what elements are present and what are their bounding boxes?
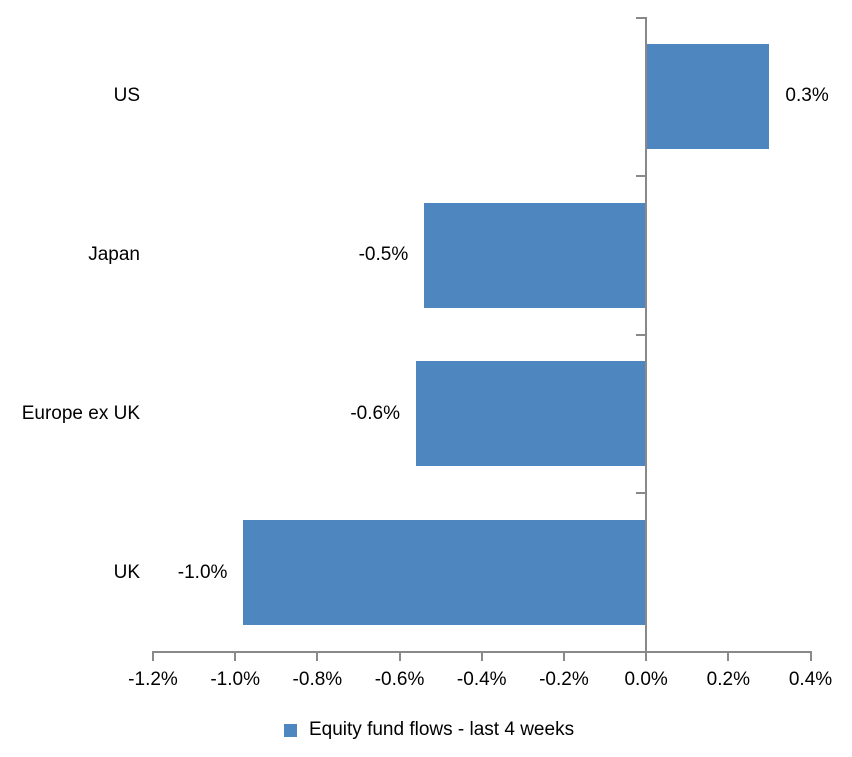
value-axis-tick-label: -0.8% [292,669,343,690]
bar-us [646,43,770,149]
data-label-europe-ex-uk: -0.6% [350,402,400,424]
data-label-japan: -0.5% [358,244,409,266]
category-axis-tick [636,17,646,19]
category-label-uk: UK [113,561,140,583]
value-axis-tick [152,653,154,661]
category-axis-tick [636,492,646,495]
value-axis-tick [398,653,401,661]
value-axis-tick [562,653,565,661]
legend: Equity fund flows - last 4 weeks [284,716,574,744]
value-axis-tick [480,653,483,661]
value-axis-tick [316,653,319,661]
value-axis-tick-label: 0.2% [706,669,750,690]
value-axis-line [152,651,812,653]
category-axis-tick [636,333,646,336]
data-label-uk: -1.0% [177,561,228,583]
value-axis-tick [809,653,812,661]
category-axis-line [645,17,648,652]
value-axis-tick [234,653,237,661]
category-label-japan: Japan [88,244,140,266]
value-axis-tick-label: -0.4% [456,669,507,690]
value-axis-tick-label: 0.0% [624,669,668,690]
bar-japan [424,202,647,308]
value-axis-tick [645,653,648,661]
value-axis-tick-label: 0.4% [788,669,833,690]
value-axis-tick-label: -1.2% [128,669,178,690]
value-axis-tick-label: -0.6% [374,669,425,690]
legend-label: Equity fund flows - last 4 weeks [309,719,575,740]
category-label-us: US [113,85,140,107]
value-axis-tick-label: -0.2% [539,669,589,690]
value-axis-tick-label: -1.0% [210,669,260,690]
bar-uk [243,520,647,626]
value-axis-tick [727,653,730,661]
data-label-us: 0.3% [785,85,829,107]
legend-swatch-icon [284,723,297,737]
category-label-europe-ex-uk: Europe ex UK [21,402,140,424]
bar-europe-ex-uk [416,361,647,467]
category-axis-tick [636,174,646,177]
